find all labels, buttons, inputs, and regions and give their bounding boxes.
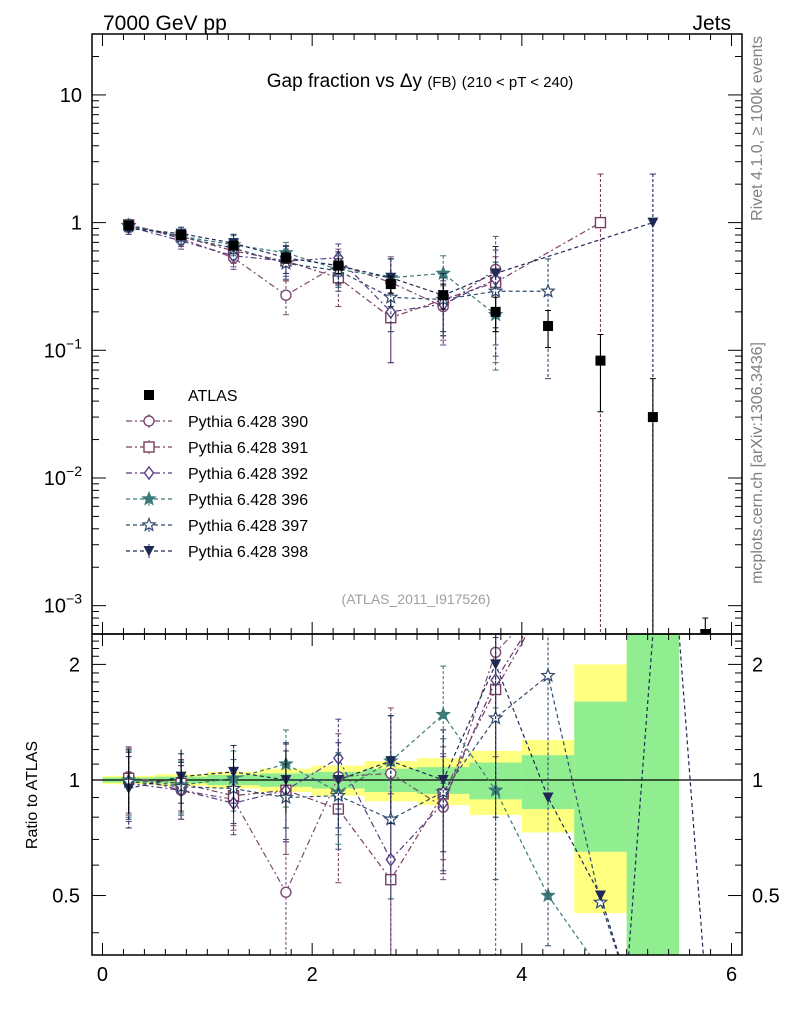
x-tick-label: 6 [726, 964, 737, 986]
y-tick-mantissa: 10 [44, 468, 66, 490]
legend-marker [143, 546, 155, 557]
analysis-id-label: (ATLAS_2011_I917526) [342, 591, 491, 607]
legend-marker [144, 390, 154, 400]
legend-label: Pythia 6.428 396 [188, 492, 308, 509]
data-point [438, 290, 449, 301]
title-var: Δy [400, 71, 423, 92]
ratio-ylabel: Ratio to ATLAS [24, 741, 41, 849]
y-tick-mantissa: 10 [44, 340, 66, 362]
legend-marker [143, 441, 155, 453]
y-tick-label: 1 [71, 213, 82, 235]
data-point [123, 220, 134, 231]
legend-marker [143, 465, 155, 481]
y-tick-mantissa: 10 [60, 85, 82, 107]
y-tick-mantissa: 10 [44, 596, 66, 618]
ratio-y-tick-label: 1 [69, 770, 80, 792]
ratio-y-tick-label-right: 0.5 [752, 886, 780, 908]
collision-label: 7000 GeV pp [103, 12, 227, 35]
legend-label: Pythia 6.428 398 [188, 544, 308, 561]
data-point [700, 629, 711, 634]
data-point [647, 217, 659, 229]
ratio-line [128, 634, 526, 861]
data-point [543, 320, 554, 331]
legend-label: Pythia 6.428 392 [188, 466, 308, 483]
ratio-panel-data [120, 634, 704, 955]
ratio-point [490, 659, 502, 670]
data-point [490, 268, 502, 279]
ratio-point [437, 774, 449, 786]
title-sub: (FB) [427, 74, 456, 91]
y-tick-exponent: −2 [66, 463, 82, 479]
ratio-point [385, 756, 397, 767]
title-cut: (210 < pT < 240) [462, 74, 573, 91]
series-line [128, 226, 496, 313]
data-point [333, 260, 344, 271]
ratio-point [435, 706, 451, 722]
legend-marker [141, 516, 157, 532]
x-tick-label: 0 [97, 964, 108, 986]
x-tick-label: 2 [307, 964, 318, 986]
ratio-point [540, 667, 556, 683]
stat-uncertainty-band [574, 701, 627, 852]
legend-entry: Pythia 6.428 392 [126, 465, 308, 483]
ratio-point [594, 890, 606, 902]
ratio-y-tick-label-right: 1 [752, 770, 763, 792]
y-tick-exponent: −3 [66, 591, 82, 607]
legend-entry: Pythia 6.428 397 [126, 516, 308, 535]
ratio-point [592, 894, 609, 909]
data-point [280, 252, 291, 263]
data-point [228, 240, 239, 251]
series-line [128, 223, 496, 308]
ratio-y-tick-label: 0.5 [52, 886, 80, 908]
y-tick-label: 10 [60, 85, 82, 107]
y-tick-label: 10−3 [44, 591, 82, 618]
title-main: Gap fraction vs [267, 71, 395, 92]
plot-title: Gap fraction vs Δy (FB) (210 < pT < 240) [267, 71, 573, 92]
y-tick-exponent: −1 [66, 335, 82, 351]
rivet-version-label: Rivet 4.1.0, ≥ 100k events [749, 36, 766, 221]
mcplots-label: mcplots.cern.ch [arXiv:1306.3436] [749, 342, 766, 584]
ratio-point [280, 886, 292, 898]
legend-entry: Pythia 6.428 396 [126, 490, 308, 509]
main-panel-data [120, 173, 711, 634]
data-point [176, 229, 187, 240]
data-point [385, 279, 396, 290]
ratio-point [332, 774, 344, 786]
legend-entry: ATLAS [144, 388, 238, 405]
series-line [128, 225, 549, 301]
x-tick-label: 4 [516, 964, 527, 986]
series-line [128, 224, 497, 316]
y-tick-label: 10−1 [44, 335, 82, 362]
series-atlas [123, 220, 711, 634]
data-point [595, 355, 606, 366]
y-tick-mantissa: 1 [71, 213, 82, 235]
y-tick-label: 10−2 [44, 463, 82, 490]
legend-marker [143, 415, 155, 427]
legend-entry: Pythia 6.428 398 [126, 544, 308, 561]
data-point [540, 283, 556, 298]
data-point [594, 216, 607, 229]
legend-label: Pythia 6.428 397 [188, 518, 308, 535]
data-point [647, 412, 658, 423]
legend: ATLAS Pythia 6.428 390 Pythia 6.428 391 Pyt… [126, 388, 308, 561]
legend-label: ATLAS [188, 388, 238, 405]
legend-entry: Pythia 6.428 390 [126, 414, 308, 431]
legend-entry: Pythia 6.428 391 [126, 440, 308, 457]
ratio-y-tick-label-right: 2 [752, 654, 763, 676]
stat-uncertainty-band [626, 634, 680, 955]
data-point [490, 306, 501, 317]
legend-label: Pythia 6.428 391 [188, 440, 308, 457]
legend-marker [141, 490, 157, 506]
category-label: Jets [692, 12, 731, 35]
data-point [280, 289, 292, 301]
ratio-line [128, 634, 704, 955]
ratio-y-tick-label: 2 [69, 654, 80, 676]
legend-label: Pythia 6.428 390 [188, 414, 308, 431]
ratio-point [542, 792, 554, 804]
